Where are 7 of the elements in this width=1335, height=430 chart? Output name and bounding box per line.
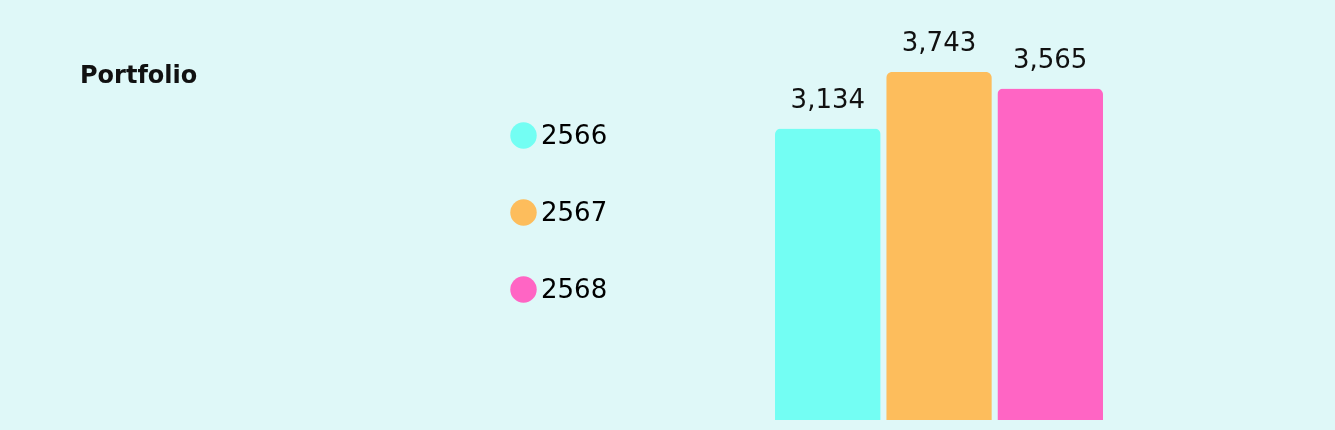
legend-label: 2566 — [541, 119, 608, 150]
text: Portfolio — [80, 61, 198, 89]
legend-label: 2568 — [541, 273, 608, 304]
data-label: 3,743 — [901, 27, 977, 57]
data-label: 3,565 — [1012, 43, 1088, 74]
data-label: 3,134 — [790, 83, 866, 114]
legend-label: 2567 — [541, 196, 608, 227]
